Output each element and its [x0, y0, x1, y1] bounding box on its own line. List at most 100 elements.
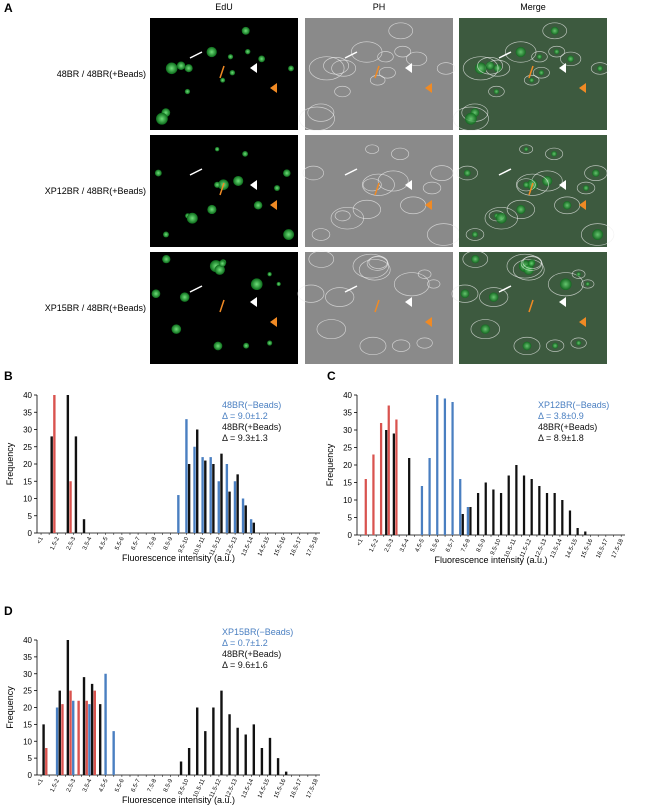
bar [177, 495, 180, 533]
x-tick-label: 3.5-4 [82, 536, 93, 552]
arrow [219, 65, 225, 79]
arrowhead [559, 180, 566, 190]
cell-outline [456, 165, 478, 181]
cell-outline [394, 45, 412, 58]
arrow [528, 65, 534, 79]
cell-outline [323, 57, 350, 75]
cell-outline [358, 259, 391, 281]
bar [196, 707, 199, 775]
nucleus [460, 289, 470, 299]
x-tick-label: 4.5-5 [98, 536, 109, 552]
x-tick-label: 3.5-4 [399, 538, 410, 554]
cell-outline [532, 66, 550, 79]
bar [220, 690, 223, 775]
nucleus [186, 212, 198, 224]
nucleus [592, 229, 604, 240]
bar [466, 507, 470, 535]
y-tick-label: 35 [343, 409, 352, 418]
bar [45, 748, 48, 775]
bar [530, 479, 533, 535]
x-tick-label: 9.5-10 [178, 778, 191, 797]
arrowhead [579, 200, 586, 210]
bar [58, 690, 61, 775]
bar [90, 683, 94, 775]
bar [98, 704, 102, 775]
legend-stat: Δ = 3.8±0.9 [538, 411, 584, 421]
nucleus [179, 292, 190, 302]
nucleus [213, 341, 223, 351]
y-tick-label: 30 [343, 426, 352, 435]
x-tick-label: 15.5-16 [273, 778, 287, 800]
cell-outline [362, 173, 395, 196]
nucleus [576, 340, 582, 346]
bar [364, 479, 367, 535]
bar [260, 748, 264, 775]
micrograph [305, 135, 453, 247]
nucleus [171, 324, 182, 334]
nucleus [206, 46, 217, 58]
x-tick-label: 6.5-7 [131, 536, 142, 552]
x-tick-label: 7.5-8 [461, 538, 472, 554]
cell-outline [516, 173, 549, 196]
bar [284, 771, 288, 775]
x-tick-label: 7.5-8 [147, 778, 158, 794]
y-tick-label: 0 [28, 529, 33, 538]
column-header: EdU [215, 2, 233, 12]
cell-outline [391, 147, 410, 161]
bar [553, 493, 556, 535]
nucleus [463, 169, 471, 177]
bar [515, 465, 518, 535]
row-label: XP15BR / 48BR(+Beads) [45, 303, 146, 313]
bar [55, 707, 59, 775]
bar [584, 531, 587, 535]
nucleus [474, 62, 487, 75]
cell-outline [330, 206, 364, 230]
arrow [498, 51, 512, 59]
cell-outline [462, 56, 499, 81]
cell-outline [352, 253, 390, 279]
cell-outline [462, 250, 489, 268]
cell-outline [417, 269, 432, 279]
arrow [189, 51, 203, 59]
y-tick-label: 20 [23, 460, 32, 469]
bar [244, 734, 247, 775]
bar [252, 724, 256, 775]
cell-outline [366, 256, 389, 271]
nucleus [493, 64, 502, 73]
panel-label: B [4, 369, 13, 383]
nucleus [154, 169, 162, 177]
arrowhead [579, 317, 586, 327]
arrowhead [559, 63, 566, 73]
x-axis-label: Fluorescence intensity (a.u.) [122, 553, 235, 563]
micrograph [150, 18, 298, 130]
bar [42, 724, 45, 775]
y-axis-label: Frequency [5, 686, 15, 729]
column-header: Merge [520, 2, 546, 12]
cell-outline [506, 253, 544, 279]
x-tick-label: 1.5-2 [369, 538, 380, 554]
cell-outline [377, 170, 409, 192]
legend-stat: Δ = 9.0±1.2 [222, 411, 268, 421]
nucleus [184, 88, 191, 95]
arrowhead [559, 297, 566, 307]
bar [225, 464, 229, 533]
cell-outline [436, 62, 456, 75]
arrow [498, 168, 512, 176]
y-tick-label: 40 [23, 391, 32, 400]
cell-outline [359, 336, 387, 356]
nucleus [493, 88, 500, 95]
nucleus [480, 324, 491, 334]
legend-stat: Δ = 8.9±1.8 [538, 433, 584, 443]
bar [392, 433, 395, 535]
arrow [374, 299, 380, 313]
cell-outline [298, 106, 335, 131]
arrowhead [405, 297, 412, 307]
bar [74, 436, 78, 533]
bar [61, 704, 64, 775]
x-tick-label: 16.5-17 [596, 538, 610, 560]
x-tick-label: <1 [37, 778, 46, 787]
bar [204, 731, 207, 775]
column-header: PH [373, 2, 386, 12]
bar [459, 479, 462, 535]
cell-outline [430, 165, 454, 181]
